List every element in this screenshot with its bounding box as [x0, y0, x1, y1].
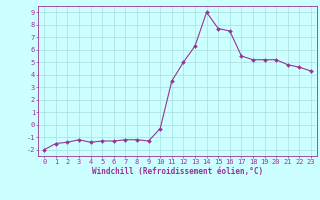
- X-axis label: Windchill (Refroidissement éolien,°C): Windchill (Refroidissement éolien,°C): [92, 167, 263, 176]
